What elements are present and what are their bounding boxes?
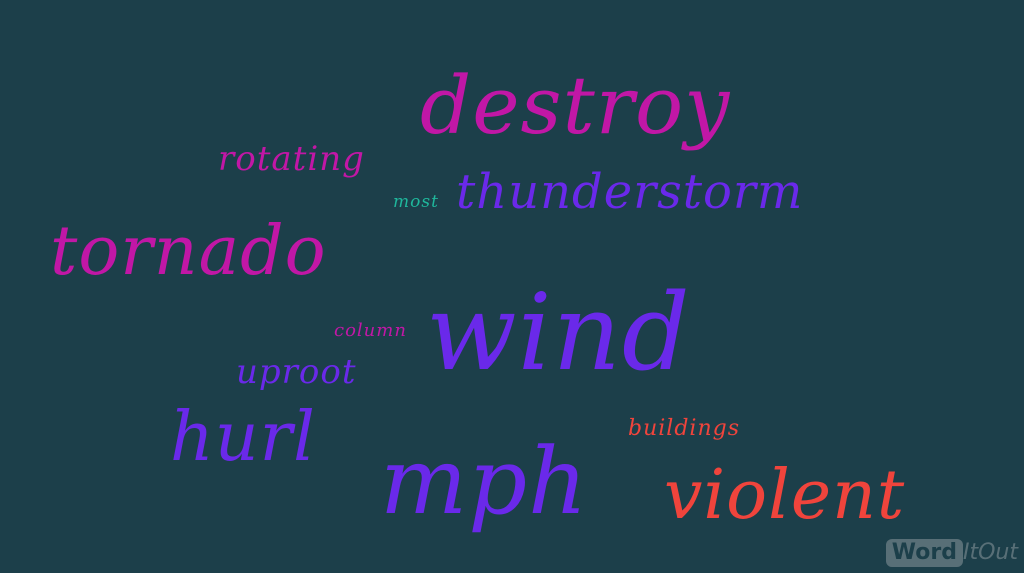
word-tornado: tornado bbox=[50, 212, 327, 291]
word-wind: wind bbox=[426, 271, 691, 394]
word-most: most bbox=[393, 192, 439, 212]
word-uproot: uproot bbox=[236, 352, 357, 392]
word-mph: mph bbox=[380, 428, 589, 535]
word-destroy: destroy bbox=[420, 59, 731, 152]
logo-itout: ItOut bbox=[963, 540, 1018, 565]
word-buildings: buildings bbox=[628, 416, 740, 441]
word-column: column bbox=[334, 320, 407, 341]
word-violent: violent bbox=[664, 456, 906, 535]
word-thunderstorm: thunderstorm bbox=[456, 164, 804, 220]
logo-word: Word bbox=[885, 539, 963, 567]
word-rotating: rotating bbox=[218, 139, 365, 179]
word-hurl: hurl bbox=[170, 398, 316, 477]
wordle-logo: Word ItOut bbox=[885, 539, 1018, 567]
